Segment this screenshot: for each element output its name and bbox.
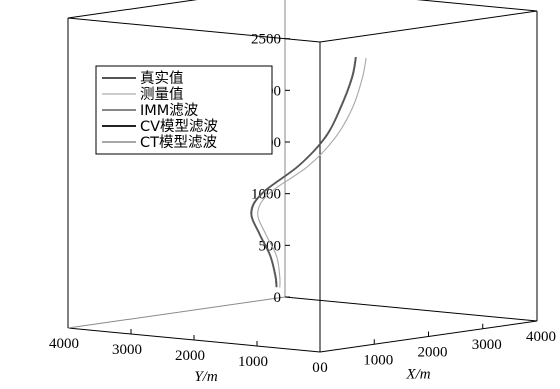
axes-box-edge (319, 10, 538, 43)
x-tick-label: 4000 (526, 329, 556, 345)
legend-label: CT模型滤波 (140, 134, 217, 151)
axes-box-edge (284, 296, 538, 322)
axes-box-edge (67, 296, 286, 329)
series-line (250, 56, 357, 288)
legend-label: CV模型滤波 (140, 118, 219, 135)
legend-label: 测量值 (140, 86, 184, 103)
y-tick-label: 3000 (112, 342, 142, 358)
series-line (257, 57, 367, 288)
legend-label: IMM滤波 (140, 102, 199, 119)
legend-box (95, 65, 273, 155)
axes-box-edge (67, 17, 321, 43)
x-axis-label: X/m (405, 367, 430, 383)
x-tick-label: 3000 (472, 337, 502, 353)
z-tick-label: 0 (274, 290, 282, 306)
x-tick-label: 1000 (363, 352, 393, 368)
data-series (250, 56, 367, 288)
x-tick-label: 0 (320, 360, 328, 376)
y-tick-label: 2000 (175, 348, 205, 364)
y-tick-label: 4000 (49, 336, 79, 352)
y-axis-label: Y/m (194, 369, 218, 385)
axis-ticks: 0500100015002000250030004000300020001000… (49, 32, 556, 385)
axes-box (67, 0, 538, 353)
y-tick-label: 1000 (238, 354, 268, 370)
legend-label: 真实值 (140, 69, 184, 87)
y-tick-label: 0 (312, 360, 320, 376)
z-tick-label: 2500 (251, 32, 281, 48)
axes-box-edge (416, 0, 538, 12)
x-tick-label: 2000 (418, 345, 448, 361)
axes-box-edge (67, 0, 198, 19)
